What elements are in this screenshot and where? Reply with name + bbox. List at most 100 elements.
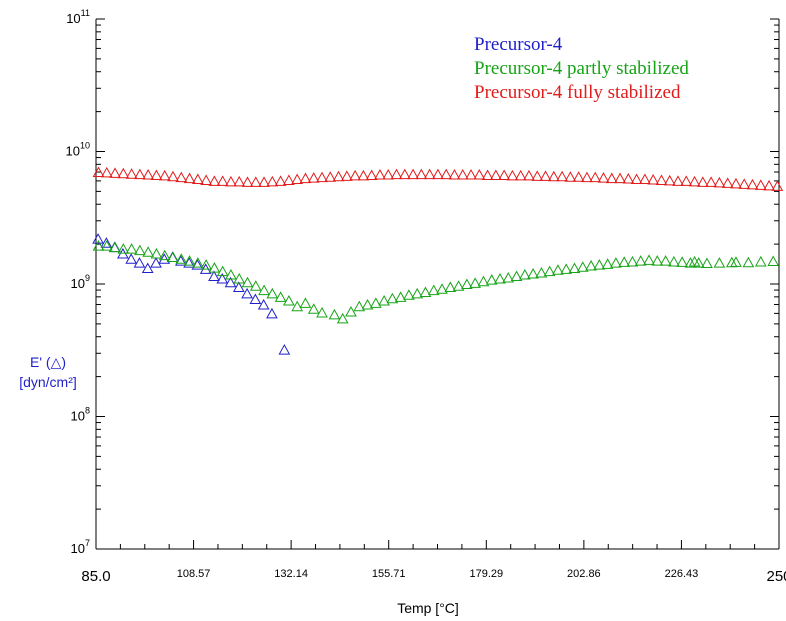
data-point [668,255,680,267]
data-point [92,240,105,251]
data-point [249,176,262,187]
series-2 [92,166,784,191]
data-point [692,257,705,268]
data-point [283,174,295,185]
data-point [527,267,539,279]
data-point [585,259,597,271]
y-tick-label: 107 [71,538,90,556]
data-point [299,172,312,184]
data-point [167,170,179,182]
data-point [543,265,556,277]
y-tick-label: 1011 [66,8,90,26]
data-point [448,169,461,180]
data-point [581,171,593,183]
y-axis-title-line2: [dyn/cm²] [19,374,77,390]
data-point [494,272,506,284]
data-point [208,175,221,186]
data-point [672,175,684,186]
data-point [382,169,395,180]
data-point [345,305,357,317]
data-point [605,172,618,184]
data-point [357,169,370,181]
data-point [100,166,113,178]
data-point [274,175,287,186]
data-point [754,179,767,190]
x-tick-label: 108.57 [177,568,211,580]
data-point [696,176,709,187]
data-point [191,257,204,268]
data-point [506,169,519,181]
data-point [647,173,660,185]
y-tick-label: 109 [71,273,90,291]
data-point [274,291,287,302]
data-point [676,256,688,267]
data-point [134,244,146,256]
data-point [485,274,498,285]
data-point [307,172,320,183]
data-point [502,271,515,283]
data-point [461,278,473,289]
data-point [730,256,742,267]
data-point [539,170,552,181]
data-point [225,268,237,280]
data-point [307,303,320,314]
x-tick-label: 85.0 [81,568,110,585]
data-point [655,174,668,185]
data-point [216,272,229,284]
data-point [316,306,328,318]
data-point [473,169,486,180]
data-point [249,293,262,305]
data-point [167,251,179,262]
data-point [340,170,353,181]
data-point [523,169,535,181]
data-point [411,287,424,299]
data-point [266,307,278,319]
data-point [258,176,270,187]
data-point [552,264,564,275]
data-point [622,173,635,184]
data-point [610,257,622,268]
data-point [394,291,407,302]
data-point [100,240,113,251]
data-point [158,253,171,264]
x-tick-label: 179.29 [469,568,503,580]
data-point [150,247,163,259]
x-tick-label: 250 [766,568,786,585]
data-point [378,295,390,306]
data-point [361,298,374,310]
data-point [117,243,130,254]
data-point [369,297,382,308]
data-point [183,172,196,184]
data-point [436,283,448,294]
legend-entry: Precursor-4 fully stabilized [474,82,681,103]
data-point [241,287,253,299]
x-tick-label: 202.86 [567,568,601,580]
data-point [374,169,386,180]
data-point [299,297,312,308]
data-point [328,308,341,320]
data-point [730,177,742,189]
data-point [291,173,304,185]
data-point [531,170,544,181]
labels-layer: Temp [°C] E' (△) [dyn/cm²] [19,354,459,616]
data-point [336,312,349,324]
data-point [216,175,229,186]
data-point [208,262,221,273]
data-point [208,270,220,281]
data-point [142,169,155,180]
data-point [510,270,523,281]
data-point [365,169,378,180]
data-point [477,275,490,287]
data-point [680,175,693,186]
series-layer [92,166,784,355]
data-point [688,175,701,187]
data-point [200,174,212,185]
data-point [767,255,780,267]
data-point [257,298,270,310]
data-point [353,300,366,312]
data-point [572,171,585,182]
data-point [630,173,643,185]
data-point [469,277,482,288]
data-point [142,246,155,257]
